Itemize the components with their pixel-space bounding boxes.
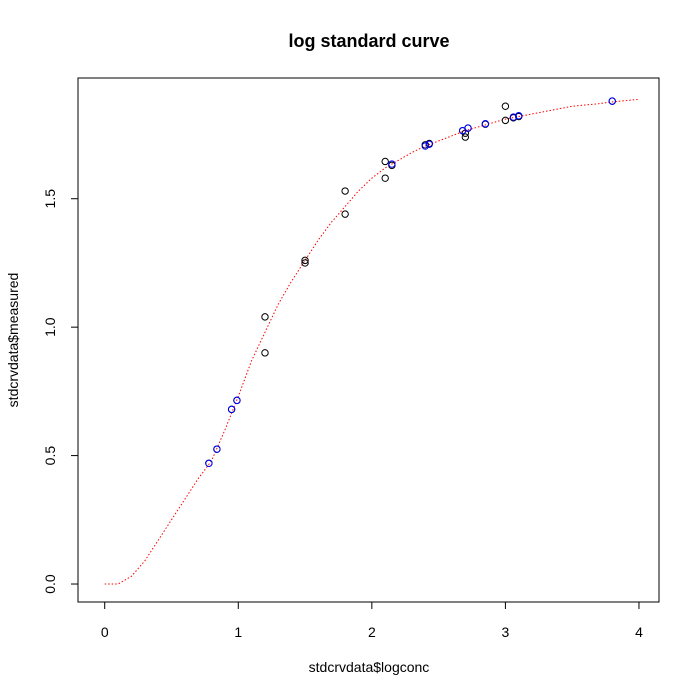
- observed-point: [501, 102, 510, 110]
- x-tick-label: 4: [635, 624, 643, 640]
- x-tick-label: 0: [101, 624, 109, 640]
- y-tick-label: 0.5: [42, 446, 58, 466]
- fitted-curve-layer: [104, 98, 640, 585]
- x-tick-label: 3: [502, 624, 510, 640]
- y-axis: 0.0 0.5 1.0 1.5: [42, 189, 79, 594]
- observed-point: [301, 259, 309, 267]
- fitted-point: [608, 97, 616, 105]
- points-layer: [205, 97, 616, 467]
- y-tick-label: 1.5: [42, 189, 58, 209]
- fitted-point: [205, 459, 213, 467]
- fitted-point: [515, 112, 523, 120]
- fitted-point: [509, 113, 518, 121]
- observed-point: [381, 174, 389, 182]
- plot-area-border: [77, 77, 660, 603]
- x-axis-label: stdcrvdata$logconc: [309, 659, 430, 675]
- fitted-point: [227, 405, 236, 414]
- y-tick-label: 0.0: [42, 574, 58, 594]
- x-axis: 0 1 2 3 4: [101, 601, 643, 640]
- x-tick-label: 2: [368, 624, 376, 640]
- observed-point: [261, 313, 269, 321]
- y-tick-label: 1.0: [42, 317, 58, 337]
- observed-point: [341, 187, 349, 195]
- observed-point: [341, 210, 349, 218]
- observed-point: [381, 157, 389, 166]
- fitted-point: [464, 124, 472, 132]
- fitted-point: [233, 396, 241, 405]
- fitted-curve-line: [104, 98, 640, 585]
- x-tick-label: 1: [234, 624, 242, 640]
- observed-point: [301, 256, 309, 265]
- observed-point: [501, 116, 510, 125]
- fitted-point: [213, 445, 221, 453]
- fitted-point: [388, 160, 396, 168]
- chart-title: log standard curve: [288, 31, 449, 51]
- observed-point: [461, 133, 470, 141]
- y-axis-label: stdcrvdata$measured: [5, 273, 21, 408]
- observed-point: [261, 349, 269, 357]
- fitted-point: [425, 140, 433, 148]
- fitted-point: [481, 120, 490, 128]
- fitted-point: [421, 142, 429, 150]
